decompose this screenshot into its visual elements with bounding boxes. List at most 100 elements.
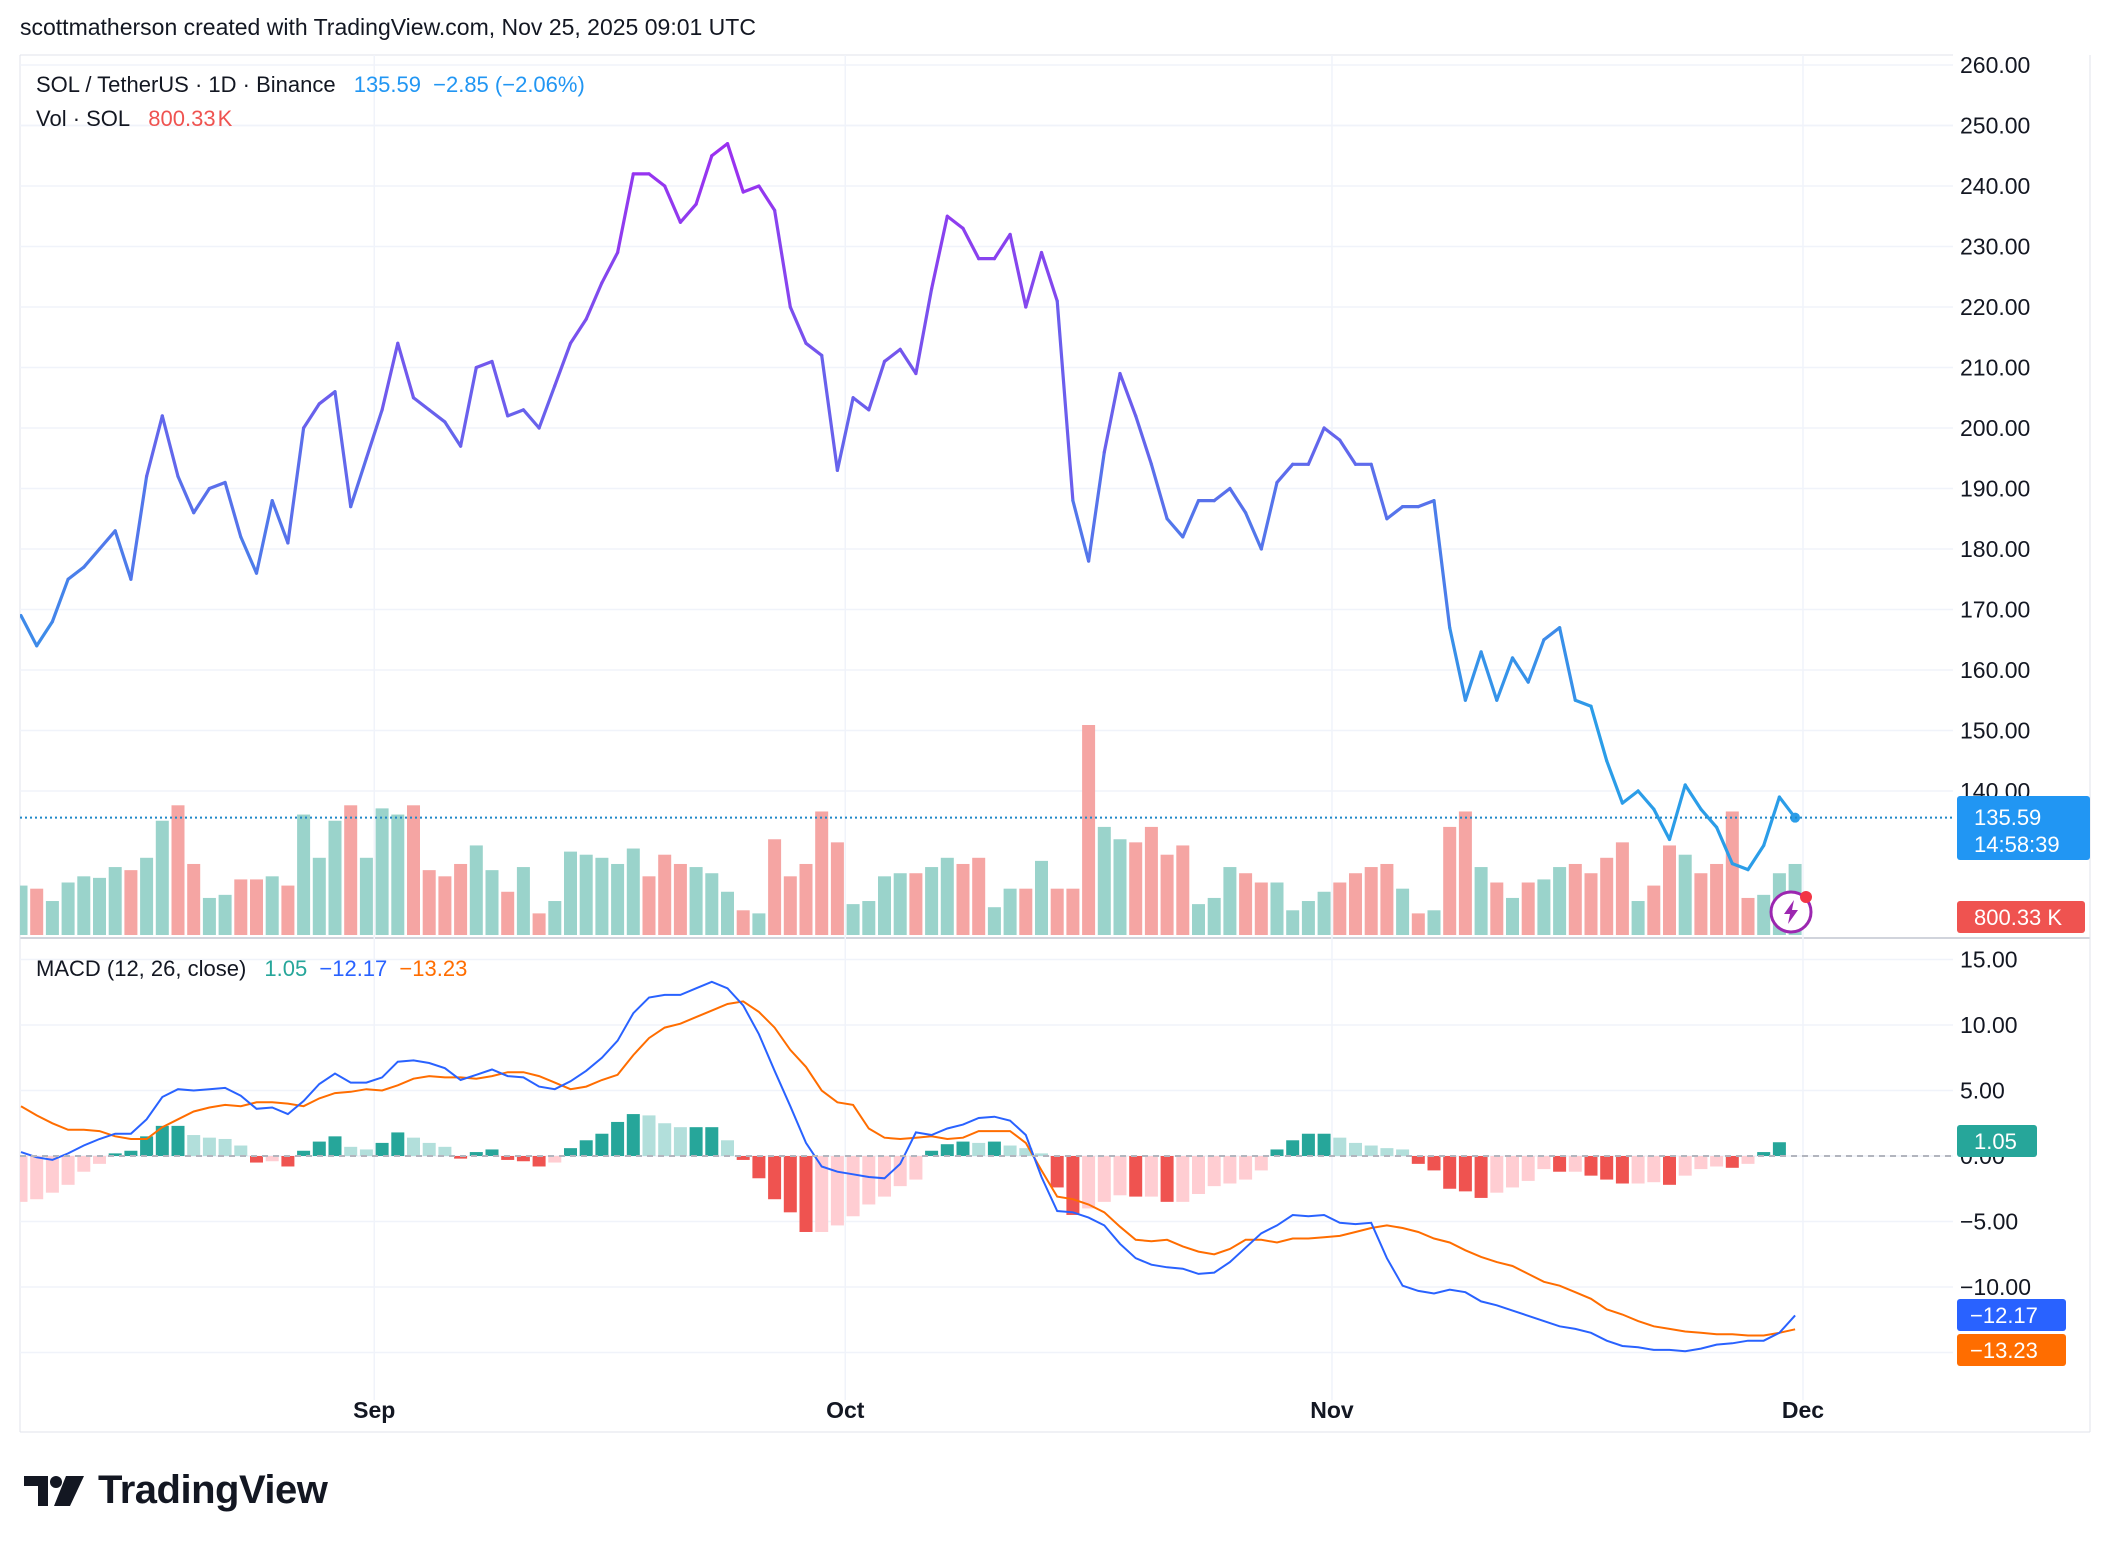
time-tick-label: Sep — [353, 1397, 395, 1423]
price-line-segment — [1118, 371, 1138, 418]
volume-bar — [1553, 867, 1567, 935]
macd-line-badge: −12.17 — [1957, 1299, 2066, 1331]
price-line-segment — [537, 384, 557, 430]
volume-bar — [1160, 854, 1174, 935]
price-line-segment — [254, 499, 274, 575]
macd-hist-bar — [45, 1156, 59, 1193]
macd-hist-badge: 1.05 — [1957, 1125, 2037, 1157]
volume-bar — [1066, 888, 1080, 935]
macd-hist-bar — [1270, 1149, 1284, 1156]
price-line-segment — [1636, 789, 1656, 811]
volume-bar — [532, 913, 546, 935]
macd-hist-bar — [1725, 1156, 1739, 1168]
volume-bar — [328, 820, 342, 935]
volume-bar — [815, 811, 829, 935]
price-line-segment — [20, 613, 39, 648]
macd-hist-bar — [422, 1142, 436, 1156]
macd-hist-bar — [312, 1141, 326, 1156]
price-line-segment — [647, 172, 667, 188]
macd-hist-bar — [1678, 1156, 1692, 1176]
price-line-segment — [1181, 499, 1201, 539]
price-line-segment — [898, 347, 918, 376]
macd-title[interactable]: MACD (12, 26, close) — [36, 956, 247, 981]
macd-hist-bar — [1458, 1156, 1472, 1192]
macd-hist-bar — [862, 1156, 876, 1205]
volume-bar — [1254, 882, 1268, 935]
volume-bar — [1176, 845, 1190, 935]
macd-hist-bar — [1050, 1156, 1064, 1188]
price-badge-countdown: 14:58:39 — [1974, 832, 2060, 857]
price-line-segment — [192, 486, 211, 515]
volume-bar — [1741, 897, 1755, 935]
price-line-segment — [1149, 462, 1169, 521]
volume-bar — [516, 867, 530, 935]
price-line-segment — [1385, 505, 1405, 521]
macd-tick-label: −5.00 — [1960, 1209, 2018, 1235]
volume-bar — [736, 910, 750, 935]
macd-hist-bar — [1757, 1152, 1771, 1156]
volume-bar — [1678, 854, 1692, 935]
price-badge: 135.59 14:58:39 — [1957, 796, 2090, 860]
price-line-segment — [1228, 486, 1248, 515]
macd-hist-bar — [20, 1156, 28, 1202]
brand-name: TradingView — [98, 1468, 328, 1512]
volume-bar — [1443, 826, 1457, 935]
price-line-segment — [1369, 462, 1389, 521]
macd-tick-label: 5.00 — [1960, 1078, 2005, 1104]
volume-bar — [344, 805, 358, 935]
macd-hist-bar — [925, 1150, 939, 1156]
price-line-segment — [851, 396, 871, 412]
volume-bar — [846, 904, 860, 935]
price-line-segment — [286, 426, 306, 545]
macd-hist-bar — [1631, 1156, 1645, 1184]
volume-bar — [469, 845, 483, 935]
volume-bar — [20, 885, 28, 935]
macd-hist-bar — [783, 1156, 797, 1213]
price-line-segment — [82, 547, 102, 569]
price-line-segment — [207, 480, 227, 491]
symbol-title[interactable]: SOL / TetherUS · 1D · Binance — [36, 72, 336, 97]
volume-bars — [20, 725, 1802, 935]
price-line-segment — [239, 535, 259, 575]
volume-bar — [250, 879, 263, 935]
price-line-segment — [835, 396, 855, 472]
price-line-segment — [396, 341, 416, 400]
macd-hist-bar — [124, 1150, 138, 1156]
price-line-segment — [1463, 650, 1483, 702]
price-line — [20, 142, 1801, 872]
macd-hist-bar — [1443, 1156, 1457, 1189]
volume-bar — [862, 901, 876, 935]
price-line-segment — [160, 414, 180, 478]
volume-bar — [987, 907, 1001, 935]
volume-bar — [1490, 882, 1504, 935]
macd-tick-label: −10.00 — [1960, 1274, 2031, 1300]
volume-bar — [1411, 913, 1425, 935]
volume-bar — [1019, 888, 1033, 935]
price-line-segment — [1432, 499, 1452, 630]
macd-hist-bar — [972, 1142, 986, 1156]
price-tick-label: 160.00 — [1960, 657, 2030, 683]
price-tick-label: 230.00 — [1960, 234, 2030, 260]
brand-logo[interactable]: TradingView — [24, 1468, 328, 1513]
volume-bar — [1317, 891, 1331, 935]
volume-value: 800.33 — [148, 106, 216, 131]
macd-hist-bar — [878, 1156, 891, 1197]
volume-bar — [422, 870, 436, 935]
price-line-segment — [600, 250, 620, 285]
price-line-segment — [804, 341, 824, 357]
lightning-icon[interactable] — [1769, 890, 1813, 934]
macd-hist-bar — [768, 1156, 782, 1200]
price-line-segment — [757, 184, 777, 212]
macd-hist-bar — [1710, 1156, 1724, 1167]
macd-hist-bar — [218, 1138, 232, 1156]
volume-bar — [909, 873, 923, 935]
price-tick-label: 180.00 — [1960, 536, 2030, 562]
volume-title[interactable]: Vol · SOL — [36, 106, 131, 131]
volume-bar — [1568, 863, 1582, 935]
macd-hist-bar — [721, 1140, 734, 1156]
volume-legend: Vol · SOL 800.33K — [36, 106, 238, 132]
macd-hist-bar — [1223, 1156, 1237, 1184]
macd-hist-bar — [265, 1156, 279, 1162]
macd-line-badge-value: −12.17 — [1970, 1303, 2038, 1328]
